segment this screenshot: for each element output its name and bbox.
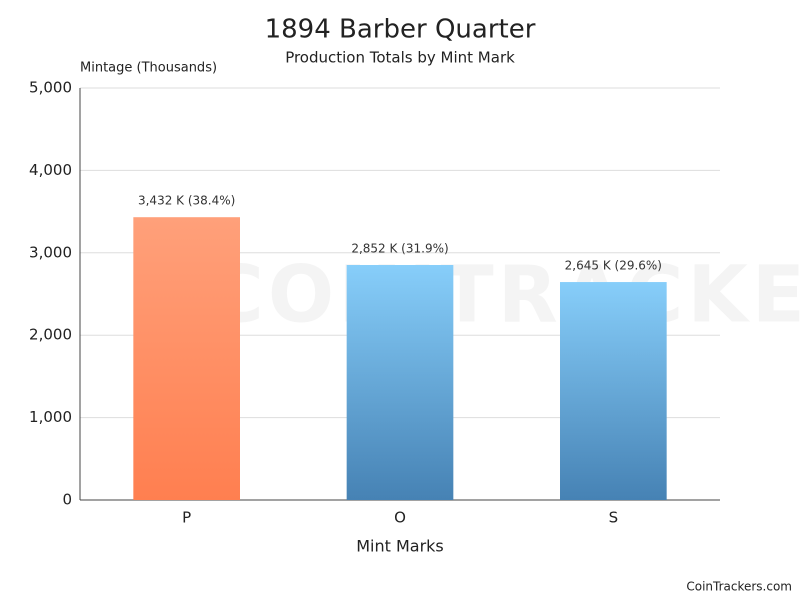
y-tick-label: 3,000: [29, 243, 72, 261]
bar: [133, 217, 240, 501]
data-label: 3,432 K (38.4%): [138, 194, 235, 208]
watermark: COINTRACKERS: [207, 250, 800, 340]
y-tick-label: 4,000: [29, 161, 72, 179]
y-tick-label: 5,000: [29, 79, 72, 97]
x-axis-label: Mint Marks: [356, 537, 444, 556]
x-tick-label: O: [394, 509, 406, 527]
y-tick-label: 1,000: [29, 408, 72, 426]
chart-title: 1894 Barber Quarter: [265, 15, 536, 45]
bar: [560, 282, 667, 500]
y-axis-label: Mintage (Thousands): [80, 61, 217, 76]
y-tick-label: 0: [62, 491, 72, 509]
bar: [346, 264, 454, 500]
x-tick-label: P: [182, 509, 191, 527]
x-tick-label: S: [609, 509, 619, 527]
data-label: 2,852 K (31.9%): [351, 241, 448, 255]
footer: CoinTrackers.com: [686, 580, 792, 594]
y-tick-label: 2,000: [29, 326, 72, 344]
data-label: 2,645 K (29.6%): [565, 259, 662, 273]
chart-subtitle: Production Totals by Mint Mark: [285, 49, 515, 67]
